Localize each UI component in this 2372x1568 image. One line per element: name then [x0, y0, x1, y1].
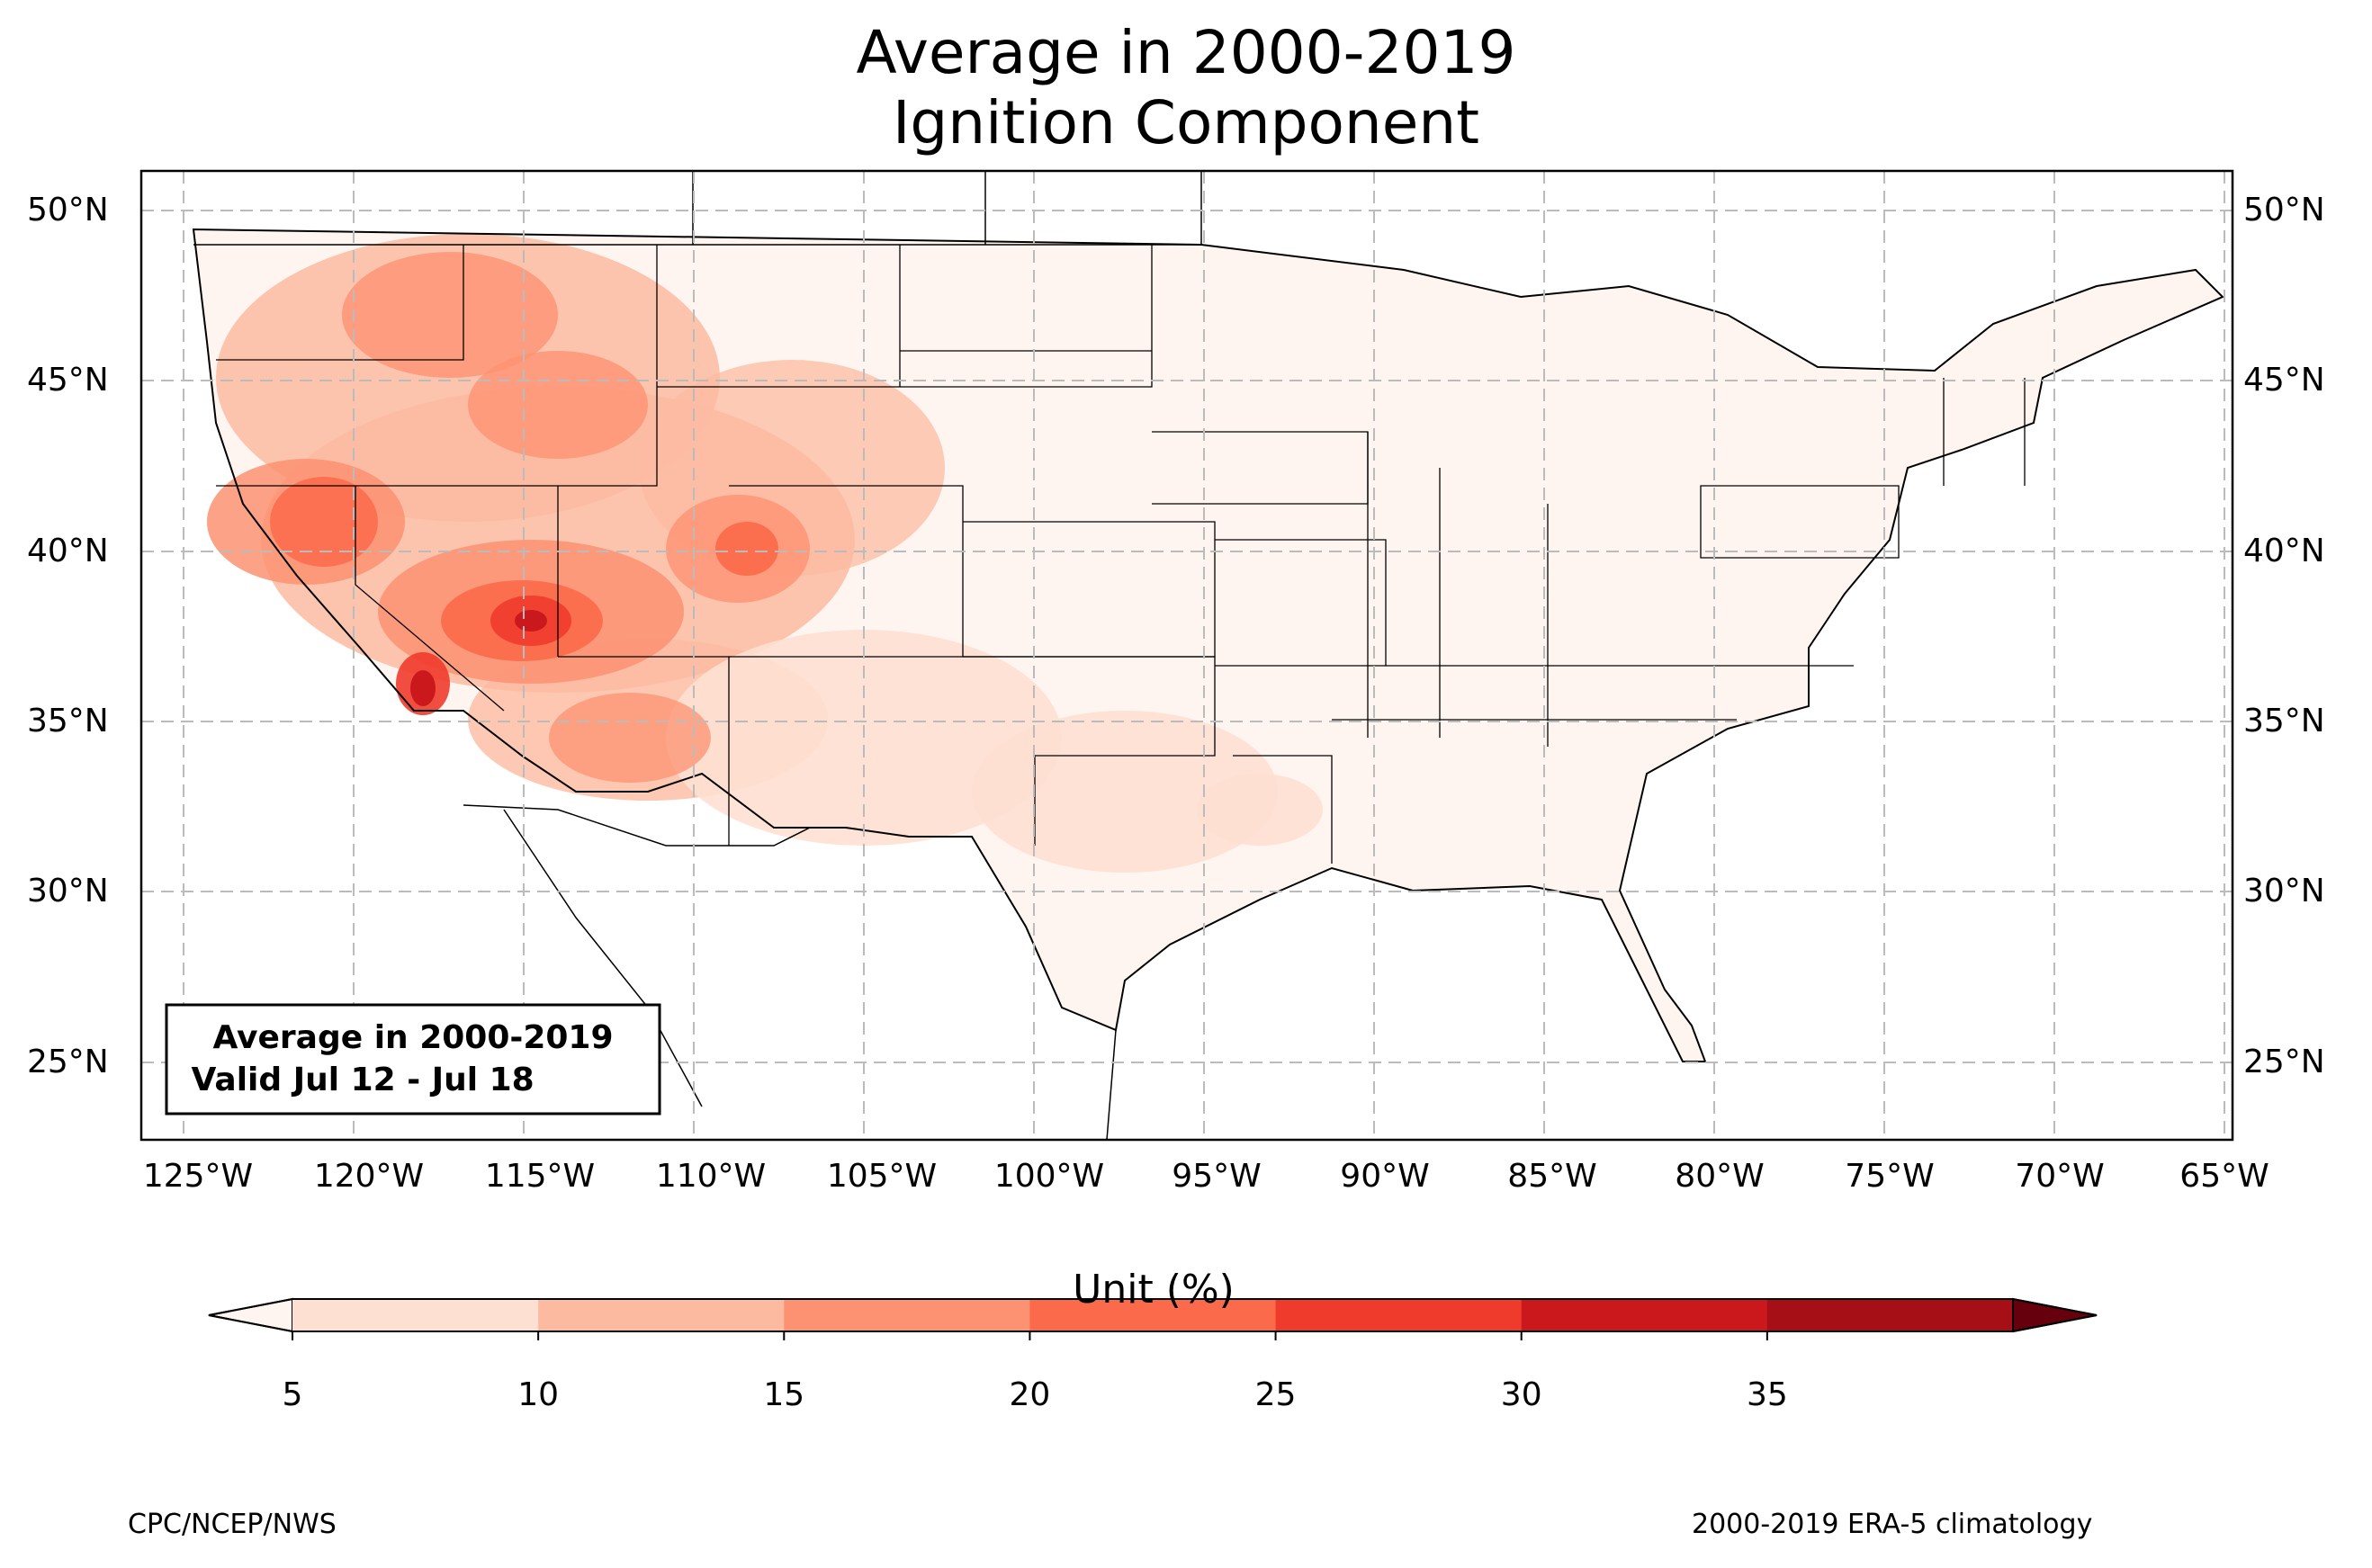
valid-period-line1: Average in 2000-2019	[212, 1019, 613, 1056]
colorbar-segment	[1521, 1299, 1768, 1331]
colorbar-tick-label: 35	[1746, 1376, 1788, 1413]
lon-label: 100°W	[993, 1158, 1105, 1195]
colorbar-tick-label: 30	[1500, 1376, 1542, 1413]
colorbar-tick-label: 5	[282, 1376, 303, 1413]
lat-label-left: 50°N	[27, 192, 109, 228]
lon-label: 85°W	[1507, 1158, 1597, 1195]
lon-label: 75°W	[1845, 1158, 1935, 1195]
map-area	[141, 171, 2233, 1140]
lon-label: 105°W	[826, 1158, 938, 1195]
lon-label: 65°W	[2179, 1158, 2269, 1195]
colorbar-tick-label: 10	[517, 1376, 560, 1413]
lon-label: 90°W	[1340, 1158, 1430, 1195]
lat-label-left: 45°N	[27, 362, 109, 399]
valid-period-box	[165, 1003, 661, 1116]
colorbar-segment	[1275, 1299, 1523, 1331]
lon-label: 110°W	[655, 1158, 767, 1195]
footer-climatology: 2000-2019 ERA-5 climatology	[1692, 1509, 2093, 1540]
chart-title-line2: Ignition Component	[892, 88, 1480, 157]
lat-label-left: 25°N	[27, 1044, 109, 1080]
lat-label-right: 45°N	[2243, 362, 2325, 399]
colorbar-title: Unit (%)	[1073, 1267, 1235, 1313]
colorbar-segment	[784, 1299, 1030, 1331]
map-gridlines	[141, 171, 2233, 1140]
lon-label: 125°W	[142, 1158, 254, 1195]
colorbar-segment	[292, 1299, 539, 1331]
chart-title-line1: Average in 2000-2019	[856, 18, 1516, 87]
lat-label-right: 25°N	[2243, 1044, 2325, 1080]
map-frame	[139, 169, 2234, 1142]
lat-label-right: 40°N	[2243, 533, 2325, 569]
lon-label: 80°W	[1675, 1158, 1765, 1195]
colorbar-segment	[1029, 1299, 1277, 1331]
colorbar-tick-label: 25	[1254, 1376, 1297, 1413]
footer-source: CPC/NCEP/NWS	[128, 1509, 337, 1540]
colorbar-tick-label: 20	[1009, 1376, 1051, 1413]
us-outline	[192, 228, 2224, 1062]
lon-label: 70°W	[2015, 1158, 2105, 1195]
colorbar-segment	[538, 1299, 785, 1331]
colorbar-tick-label: 15	[763, 1376, 805, 1413]
lat-label-right: 50°N	[2243, 192, 2325, 228]
lon-label: 95°W	[1172, 1158, 1262, 1195]
lon-label: 115°W	[484, 1158, 596, 1195]
lat-label-right: 35°N	[2243, 703, 2325, 739]
lat-label-right: 30°N	[2243, 873, 2325, 909]
lat-label-left: 35°N	[27, 703, 109, 739]
colorbar-over-arrow	[2012, 1297, 2098, 1333]
lat-label-left: 30°N	[27, 873, 109, 909]
colorbar-under-arrow	[208, 1297, 293, 1333]
lat-label-left: 40°N	[27, 533, 109, 569]
lon-label: 120°W	[313, 1158, 425, 1195]
valid-period-line2: Valid Jul 12 - Jul 18	[180, 1062, 535, 1098]
colorbar	[208, 1297, 2098, 1340]
colorbar-segment	[1766, 1299, 2014, 1331]
